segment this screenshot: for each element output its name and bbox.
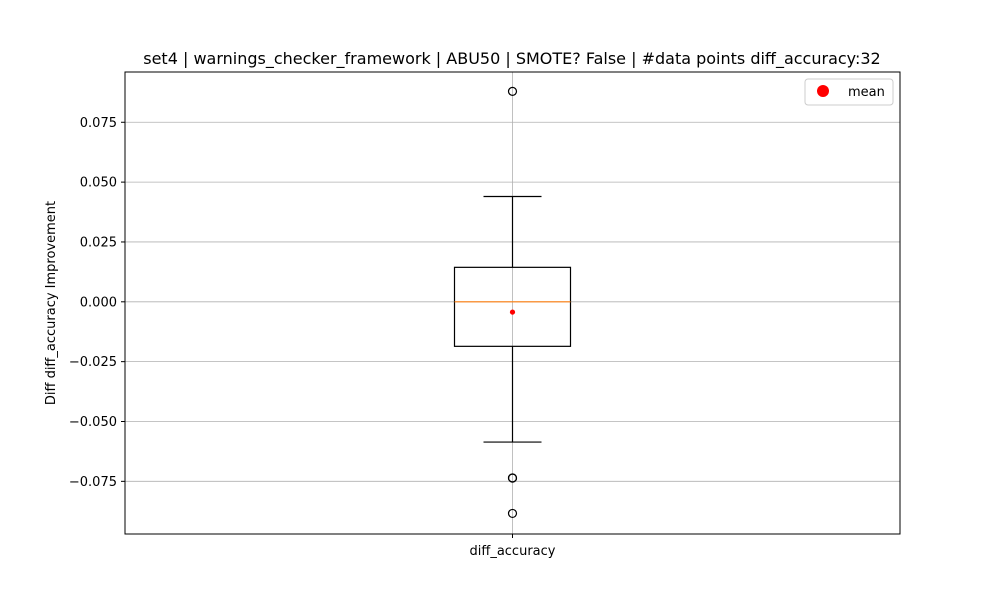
grid-lines [125,72,900,534]
y-tick-label: 0.025 [80,235,117,250]
box-plot [453,86,572,519]
iqr-box [453,266,572,347]
legend-mean-marker [817,85,829,97]
chart-title: set4 | warnings_checker_framework | ABU5… [143,49,880,69]
y-tick-label: 0.075 [80,116,117,131]
legend: mean [804,78,894,106]
y-tick-label: −0.050 [69,415,117,430]
x-axis-ticks: diff_accuracy [470,534,556,559]
y-axis-label: Diff diff_accuracy Improvement [44,201,59,405]
y-tick-label: −0.075 [69,475,117,490]
y-axis-ticks: −0.075 −0.050 −0.025 0.000 0.025 0.050 0.075 [69,116,125,490]
outlier-point [507,86,518,96]
plot-frame [124,71,901,535]
y-tick-label: 0.000 [80,295,117,310]
y-tick-label: −0.025 [69,355,117,370]
x-tick-label: diff_accuracy [470,544,556,559]
legend-mean-label: mean [848,85,885,100]
outlier-point [507,473,518,483]
legend-frame [804,78,894,106]
mean-marker [509,309,516,315]
y-tick-label: 0.050 [80,176,117,191]
outlier-point [507,508,518,519]
